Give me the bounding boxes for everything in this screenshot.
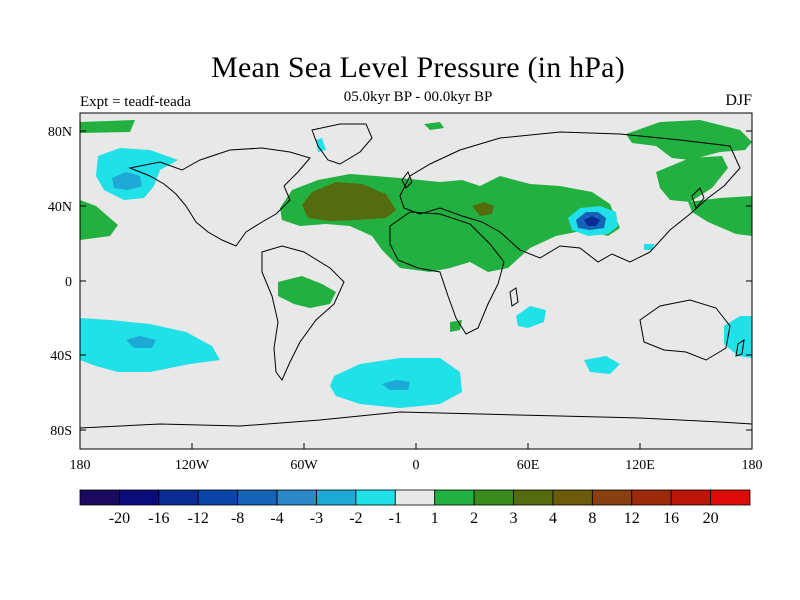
east-pacific-northwest-positive <box>80 200 118 240</box>
indian-ocean-negative <box>516 306 546 328</box>
map-title: Mean Sea Level Pressure (in hPa) <box>211 51 625 84</box>
colorbar-swatch <box>513 489 554 506</box>
lat-label: 80S <box>50 424 72 439</box>
colorbar-label: -3 <box>310 510 323 527</box>
colorbar-swatch <box>158 489 199 506</box>
coastline-eurasia <box>399 131 741 263</box>
longitude-axis: 180 120W 60W 0 60E 120E 180 <box>70 443 763 473</box>
colorbar-label: -12 <box>188 510 209 527</box>
greenland-negative <box>316 138 326 152</box>
south-pacific-core-negative <box>126 336 156 348</box>
north-pole-positive <box>424 122 444 130</box>
colorbar: -20 -16 -12 -8 -4 -3 -2 -1 1 2 3 4 8 12 16 20 <box>79 489 751 527</box>
lon-label: 60E <box>517 458 540 473</box>
south-indian-negative <box>584 356 620 374</box>
coastline-north-america <box>128 147 311 247</box>
colorbar-swatch <box>119 489 160 506</box>
lon-label: 120E <box>625 458 655 473</box>
season-label: DJF <box>725 92 752 109</box>
east-asia-positive <box>656 156 728 202</box>
colorbar-label: -20 <box>109 510 130 527</box>
coastline-australia <box>639 299 731 361</box>
colorbar-swatch <box>670 489 711 506</box>
siberia-positive <box>626 120 752 160</box>
colorbar-swatch <box>473 489 514 506</box>
colorbar-label: -2 <box>349 510 362 527</box>
colorbar-label: 4 <box>549 510 557 527</box>
colorbar-swatch <box>316 489 357 506</box>
north-pacific-positive <box>688 196 752 236</box>
coastline-africa <box>389 211 505 335</box>
map-subtitle: 05.0kyr BP - 00.0kyr BP <box>343 89 493 105</box>
colorbar-swatch <box>552 489 593 506</box>
south-atlantic-core-negative <box>382 380 410 390</box>
anomaly-field <box>80 120 752 429</box>
coastline-south-america <box>261 245 345 381</box>
colorbar-label: 12 <box>624 510 640 527</box>
experiment-label: Expt = teadf-teada <box>80 94 191 110</box>
south-america-positive <box>278 276 336 308</box>
colorbar-swatch <box>355 489 396 506</box>
lat-label: 0 <box>65 275 72 290</box>
coastline-antarctica <box>80 411 752 429</box>
lon-label: 180 <box>742 458 763 473</box>
north-pacific-core-negative <box>112 172 142 190</box>
colorbar-label: 3 <box>510 510 518 527</box>
latitude-axis: 80N 40N 0 40S 80S <box>48 125 752 439</box>
coastline-greenland <box>311 123 373 165</box>
colorbar-label: 20 <box>703 510 719 527</box>
west-pacific-negative <box>644 244 654 250</box>
colorbar-label: -4 <box>270 510 283 527</box>
lon-label: 0 <box>413 458 420 473</box>
colorbar-label: 16 <box>663 510 679 527</box>
southwest-pacific-negative <box>724 316 752 358</box>
lon-label: 120W <box>175 458 210 473</box>
colorbar-swatch <box>710 489 751 506</box>
lat-label: 40S <box>50 349 72 364</box>
colorbar-swatch <box>79 489 120 506</box>
arctic-north-atlantic-positive <box>80 120 135 133</box>
colorbar-label: -1 <box>389 510 402 527</box>
mediterranean-peak-positive <box>472 202 494 216</box>
lon-label: 60W <box>290 458 318 473</box>
colorbar-swatch <box>631 489 672 506</box>
colorbar-label: 8 <box>588 510 596 527</box>
colorbar-swatch <box>434 489 475 506</box>
colorbar-swatch <box>394 489 436 506</box>
north-atlantic-peak-positive <box>302 182 396 221</box>
colorbar-swatch <box>591 489 633 506</box>
colorbar-swatch <box>197 489 239 506</box>
coastlines <box>80 123 752 429</box>
colorbar-swatch <box>237 489 278 506</box>
coastline-new-zealand <box>735 338 745 357</box>
coastline-japan <box>691 187 705 210</box>
coastline-madagascar <box>509 287 519 307</box>
lat-label: 40N <box>48 200 72 215</box>
colorbar-label: -8 <box>231 510 244 527</box>
colorbar-swatch <box>276 489 317 506</box>
colorbar-label: 1 <box>431 510 439 527</box>
colorbar-label: 2 <box>470 510 478 527</box>
coastline-british-isles <box>401 170 413 189</box>
tibet-negative-innermost <box>584 216 600 226</box>
lat-label: 80N <box>48 125 72 140</box>
lon-label: 180 <box>70 458 91 473</box>
colorbar-label: -16 <box>148 510 169 527</box>
